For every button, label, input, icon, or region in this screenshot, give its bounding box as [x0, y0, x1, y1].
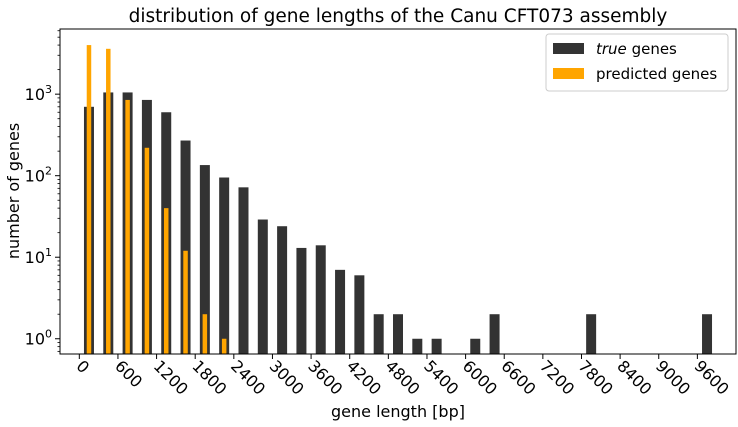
true-genes-bar: [296, 247, 307, 354]
y-tick-label: 101: [25, 246, 52, 267]
x-tick-label: 7800: [575, 356, 617, 398]
y-tick-label: 103: [25, 83, 52, 104]
true-genes-bar: [373, 314, 384, 354]
true-genes-bar: [180, 140, 191, 354]
x-tick-label: 3000: [266, 356, 308, 398]
true-genes-bar: [431, 338, 442, 354]
predicted-genes-bar: [202, 314, 208, 354]
chart-title: distribution of gene lengths of the Canu…: [129, 6, 668, 27]
legend-frame: [545, 33, 729, 92]
x-tick-label: 1200: [150, 356, 192, 398]
x-tick-label: 5400: [420, 356, 462, 398]
y-tick-label: 102: [25, 165, 52, 186]
predicted-genes-bar: [125, 99, 130, 354]
x-tick-label: 0: [72, 356, 93, 377]
x-axis-ticks: 0 600 120018002400300036004200480054006000…: [72, 354, 733, 399]
x-tick-label: 9000: [652, 356, 694, 398]
y-axis-ticks: 100 101 102 103: [25, 30, 60, 352]
x-tick-label: 6000: [459, 356, 501, 398]
legend-label-predicted: predicted genes: [596, 65, 717, 83]
true-genes-bar: [199, 165, 210, 354]
true-genes-bar: [238, 187, 249, 354]
true-genes-bars: [83, 92, 713, 354]
x-tick-label: 9600: [691, 356, 733, 398]
true-genes-bar: [412, 338, 423, 354]
true-genes-bar: [354, 275, 365, 354]
true-genes-bar: [335, 269, 346, 354]
x-tick-label: 4200: [343, 356, 385, 398]
x-tick-label: 2400: [227, 356, 269, 398]
legend-label-true: true genes: [596, 40, 677, 58]
true-genes-bar: [219, 177, 230, 354]
true-genes-bar: [702, 314, 713, 354]
predicted-genes-bar: [221, 338, 227, 354]
predicted-genes-bar: [86, 45, 92, 354]
x-tick-label: 600: [111, 356, 146, 391]
x-tick-label: 3600: [304, 356, 346, 398]
y-tick-label: 100: [25, 328, 52, 349]
true-genes-bar: [586, 314, 597, 354]
predicted-genes-bar: [163, 208, 169, 354]
plot-frame: [59, 28, 737, 355]
predicted-genes-bar: [106, 48, 111, 355]
y-axis-label: number of genes: [4, 123, 23, 259]
true-genes-bar: [489, 314, 500, 354]
predicted-genes-bars: [86, 45, 227, 355]
x-tick-label: 4800: [382, 356, 424, 398]
legend-label-true-rest: genes: [627, 40, 677, 58]
predicted-genes-bar: [183, 250, 188, 354]
predicted-genes-bar: [144, 147, 150, 354]
true-genes-bar: [277, 226, 288, 354]
true-genes-bar: [315, 245, 326, 354]
x-tick-label: 6600: [497, 356, 539, 398]
axes: [59, 28, 737, 355]
x-tick-label: 7200: [536, 356, 578, 398]
legend-swatch-predicted: [553, 68, 584, 79]
x-axis-label: gene length [bp]: [331, 402, 465, 421]
legend-label-true-italic: true: [596, 40, 627, 58]
legend: true genes predicted genes: [545, 33, 729, 92]
x-tick-label: 8400: [613, 356, 655, 398]
legend-swatch-true: [553, 43, 584, 54]
true-genes-bar: [257, 219, 268, 354]
x-tick-label: 1800: [188, 356, 230, 398]
true-genes-bar: [393, 314, 403, 354]
true-genes-bar: [470, 338, 481, 354]
